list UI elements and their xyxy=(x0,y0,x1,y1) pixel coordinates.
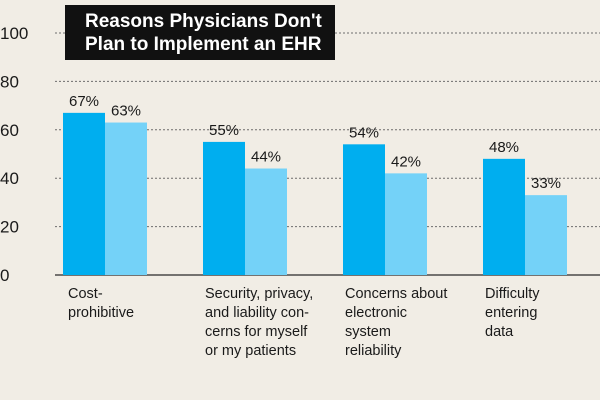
category-label-security: Security, privacy, and liability con- ce… xyxy=(205,286,314,359)
bar-light-1 xyxy=(245,168,287,275)
bars xyxy=(63,112,567,275)
data-label-dark-0: 67% xyxy=(69,93,99,110)
data-label-dark-2: 54% xyxy=(349,124,379,141)
data-label-light-0: 63% xyxy=(111,103,141,120)
y-tick-label: 100 xyxy=(0,24,28,43)
bar-light-0 xyxy=(105,122,147,275)
bar-dark-1 xyxy=(203,141,245,275)
data-label-dark-1: 55% xyxy=(209,122,239,139)
bar-light-3 xyxy=(525,195,567,275)
y-tick-label: 20 xyxy=(0,218,19,237)
y-axis-ticks: 0 20 40 60 80 100 xyxy=(0,24,28,285)
data-label-light-2: 42% xyxy=(391,153,421,170)
chart-title-line-2: Plan to Implement an EHR xyxy=(85,34,322,55)
y-tick-label: 80 xyxy=(0,72,19,91)
bar-light-2 xyxy=(385,173,427,275)
data-labels: 67% 55% 54% 48% 63% 44% 42% 33% xyxy=(69,93,561,192)
category-label-cost: Cost- prohibitive xyxy=(68,286,135,321)
y-tick-label: 60 xyxy=(0,121,19,140)
data-label-light-1: 44% xyxy=(251,149,281,166)
bar-dark-2 xyxy=(343,144,385,275)
category-label-data-entry: Difficulty entering data xyxy=(485,286,540,340)
data-label-light-3: 33% xyxy=(531,175,561,192)
category-label-reliability: Concerns about electronic system reliabi… xyxy=(345,286,448,359)
bar-dark-3 xyxy=(483,158,525,275)
chart-title-line-1: Reasons Physicians Don't xyxy=(85,11,322,32)
y-tick-label: 0 xyxy=(0,266,9,285)
bar-dark-0 xyxy=(63,112,105,275)
data-label-dark-3: 48% xyxy=(489,139,519,156)
chart-title: Reasons Physicians Don't Plan to Impleme… xyxy=(65,5,335,60)
y-tick-label: 40 xyxy=(0,169,19,188)
